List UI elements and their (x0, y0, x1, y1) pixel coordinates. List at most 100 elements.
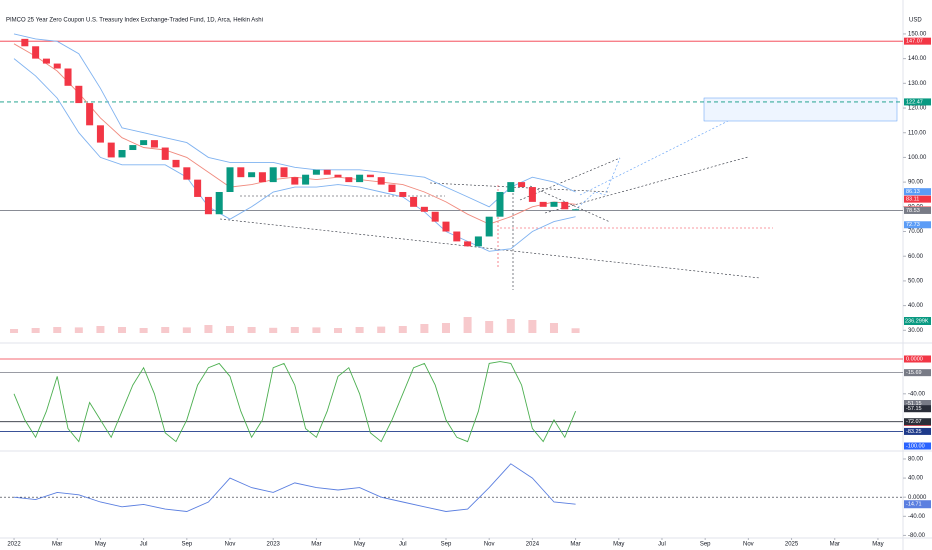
candle (442, 221, 450, 232)
price-badge (904, 369, 931, 377)
volume-bar (463, 317, 472, 333)
candle (356, 174, 364, 183)
value-badge (904, 500, 931, 509)
price-badge-label: -51.15 (906, 401, 922, 407)
volume-badge (904, 317, 931, 325)
projection (574, 157, 621, 211)
series-line (13, 463, 576, 512)
value-label: -14.71 (906, 502, 922, 508)
candle (507, 182, 515, 192)
candle (323, 169, 331, 175)
price-badge-label: 122.47 (906, 99, 923, 105)
x-tick-label: Mar (52, 542, 62, 548)
price-badge (904, 418, 931, 426)
price-badge (904, 37, 931, 45)
candle (194, 179, 202, 197)
candle (226, 167, 234, 192)
candle (118, 150, 126, 158)
candle (366, 174, 374, 178)
volume-bar (226, 326, 235, 333)
volume-bar (182, 327, 191, 333)
price-badge (904, 206, 931, 214)
candle (96, 125, 104, 143)
series-line (13, 58, 576, 252)
candle (129, 145, 137, 151)
y-tick-label: 110.00 (908, 130, 927, 136)
price-badge (904, 442, 931, 450)
x-tick-label: Mar (570, 542, 580, 548)
y-tick-label: -80.00 (908, 533, 926, 539)
candle (172, 159, 180, 168)
candle (474, 236, 482, 247)
x-tick-label: Nov (743, 542, 754, 548)
x-tick-label: Mar (311, 542, 321, 548)
volume-bar (549, 323, 558, 333)
price-badge (904, 400, 931, 408)
volume-bar (571, 328, 580, 333)
candle (86, 103, 94, 126)
volume-bar (53, 327, 62, 333)
candle (399, 191, 407, 197)
series-line (13, 33, 576, 208)
price-badge-label: 86.13 (906, 189, 920, 195)
drawings (219, 120, 773, 290)
x-tick-label: 2024 (526, 542, 540, 548)
price-badge (904, 427, 931, 435)
y-tick-label: 60.00 (908, 254, 924, 260)
chart-title: PIMCO 25 Year Zero Coupon U.S. Treasury … (6, 18, 263, 24)
candle (388, 184, 396, 192)
volume-bar (290, 327, 299, 333)
y-tick-label: 100.00 (908, 155, 927, 161)
x-tick-label: Jul (399, 542, 407, 548)
y-tick-label: 130.00 (908, 81, 927, 87)
candle (269, 167, 277, 183)
candle (334, 174, 342, 178)
candle (140, 140, 148, 146)
y-tick-label: 70.00 (908, 229, 924, 235)
candle (572, 209, 580, 211)
volume-bar (10, 329, 19, 333)
volume-bar (96, 326, 105, 333)
volume-badge-label: 236.299K (905, 318, 929, 324)
target-box (703, 97, 898, 122)
y-tick-label: 40.00 (908, 476, 924, 482)
y-tick-label: -40.00 (908, 514, 926, 520)
y-tick-label: 40.00 (908, 303, 924, 309)
price-badge (904, 98, 931, 106)
volume-bar (139, 328, 148, 333)
price-badge (904, 188, 931, 196)
candle (345, 177, 353, 183)
x-tick-label: 2022 (7, 542, 21, 548)
price-badge-label: 78.53 (906, 208, 920, 214)
candle (183, 167, 191, 180)
trend-line (219, 218, 761, 279)
volume-bar (355, 327, 364, 333)
candle (32, 46, 40, 59)
candle (377, 177, 385, 185)
x-tick-label: 2023 (267, 542, 281, 548)
candle (431, 211, 439, 222)
volume-bar (377, 326, 386, 333)
candle (302, 174, 310, 185)
price-badge-label: 147.07 (906, 39, 923, 45)
candle (453, 231, 461, 242)
candle (410, 196, 418, 207)
y-tick-label: 0.0000 (908, 495, 927, 501)
price-badge-label: -83.25 (906, 429, 922, 435)
y-tick-label: 30.00 (908, 328, 924, 334)
x-tick-label: Sep (181, 542, 192, 548)
volume-bar (31, 328, 40, 333)
y-tick-label: 50.00 (908, 278, 924, 284)
plot-layer: 2022 Mar May Jul Sep Nov 2023 Mar May Jul Sep Nov 20… (0, 32, 931, 548)
candle (280, 167, 288, 178)
x-tick-label: Sep (441, 542, 452, 548)
candle (237, 167, 245, 178)
price-badge-label: -15.69 (906, 370, 922, 376)
price-badge-label: 72.73 (906, 222, 920, 228)
price-badge-label: -100.00 (906, 443, 925, 449)
candle (528, 187, 536, 202)
candle (107, 142, 115, 158)
candle (485, 216, 493, 237)
series-line (13, 361, 577, 443)
